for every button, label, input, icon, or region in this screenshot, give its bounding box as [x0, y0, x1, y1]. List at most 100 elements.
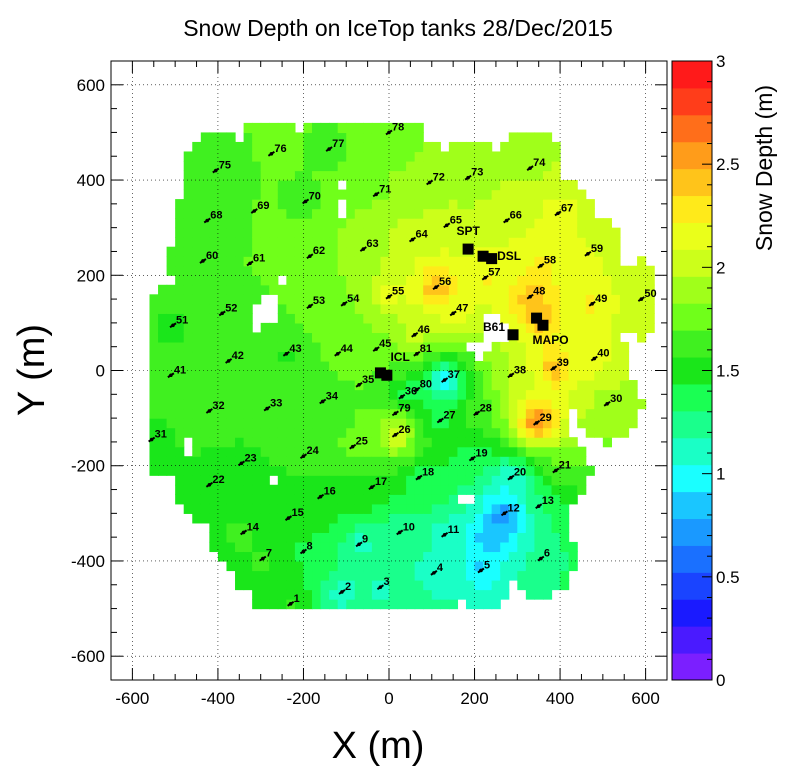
heat-cell: [243, 265, 253, 276]
heat-cell: [431, 589, 441, 600]
heat-cell: [474, 418, 484, 429]
heat-cell: [517, 418, 527, 429]
heat-cell: [414, 360, 424, 372]
heat-cell: [380, 218, 390, 229]
heat-cell: [149, 446, 159, 457]
heat-cell: [380, 322, 390, 334]
heat-cell: [260, 503, 270, 514]
station-dot: [340, 590, 344, 594]
heat-cell: [500, 265, 510, 276]
station-dot: [444, 223, 449, 228]
heat-cell: [594, 256, 604, 267]
heat-cell: [440, 303, 450, 314]
heat-cell: [183, 351, 193, 362]
heat-cell: [389, 303, 399, 314]
heat-cell: [252, 199, 262, 210]
heat-cell: [628, 389, 638, 400]
heat-cell: [158, 465, 168, 476]
heat-cell: [252, 132, 262, 143]
heat-cell: [431, 484, 441, 495]
heat-cell: [371, 408, 382, 419]
building-label: DSL: [497, 249, 521, 263]
heat-cell: [389, 560, 399, 572]
heat-cell: [243, 246, 253, 257]
heat-cell: [209, 284, 219, 295]
heat-cell: [577, 418, 587, 429]
heat-cell: [269, 494, 279, 505]
heat-cell: [363, 475, 373, 486]
station-dot: [239, 461, 244, 466]
heat-cell: [192, 494, 202, 505]
station-label: 2: [345, 581, 351, 593]
heat-cell: [534, 399, 544, 410]
heat-cell: [560, 237, 570, 248]
heat-cell: [303, 446, 313, 457]
heat-cell: [175, 475, 185, 486]
heat-cell: [260, 541, 270, 553]
heat-cell: [508, 246, 518, 257]
heat-cell: [551, 380, 561, 391]
station-label: 58: [544, 255, 556, 267]
heat-cell: [517, 370, 527, 381]
heat-cell: [474, 503, 484, 514]
heat-cell: [619, 313, 630, 324]
heat-cell: [226, 303, 236, 314]
heat-cell: [423, 418, 433, 429]
heat-cell: [517, 132, 527, 143]
heat-cell: [406, 275, 416, 286]
heat-cell: [209, 522, 219, 533]
station-dot: [269, 152, 274, 156]
station-dot: [479, 568, 483, 573]
heat-cell: [500, 360, 510, 372]
heat-cell: [457, 208, 467, 219]
building-marker: [531, 312, 543, 324]
heat-cell: [269, 399, 279, 410]
heat-cell: [431, 284, 441, 295]
heat-cell: [286, 399, 296, 410]
heat-cell: [252, 437, 262, 448]
heat-cell: [217, 313, 228, 324]
heat-cell: [406, 303, 416, 314]
heat-cell: [252, 360, 262, 372]
heat-cell: [560, 208, 570, 219]
heat-cell: [542, 170, 553, 181]
heat-cell: [329, 370, 339, 381]
heat-cell: [380, 551, 390, 562]
heat-cell: [389, 513, 399, 524]
heat-cell: [560, 303, 570, 314]
heat-cell: [346, 580, 356, 591]
heat-cell: [568, 246, 578, 257]
heat-cell: [371, 294, 382, 305]
heat-cell: [371, 494, 382, 505]
heat-cell: [389, 532, 399, 543]
heat-cell: [577, 360, 587, 372]
heat-cell: [406, 151, 416, 162]
station-dot: [536, 504, 541, 509]
heat-cell: [320, 370, 330, 381]
heat-cell: [551, 160, 561, 172]
heat-cell: [406, 294, 416, 305]
station-dot: [213, 168, 218, 173]
heat-cell: [568, 437, 578, 448]
heat-cell: [500, 494, 510, 505]
heat-cell: [508, 141, 518, 153]
heat-cell: [312, 456, 322, 467]
heat-cell: [235, 560, 245, 572]
heat-cell: [500, 237, 510, 248]
heat-cell: [303, 408, 313, 419]
heat-cell: [534, 265, 544, 276]
heat-cell: [483, 551, 493, 562]
heat-cell: [525, 160, 536, 172]
heat-cell: [534, 132, 544, 143]
heat-cell: [303, 284, 313, 295]
heat-cell: [542, 256, 553, 267]
heat-cell: [431, 446, 441, 457]
heat-cell: [217, 360, 228, 372]
heat-cell: [243, 227, 253, 238]
heat-cell: [192, 484, 202, 495]
heat-cell: [294, 570, 305, 581]
heat-cell: [560, 380, 570, 391]
heat-cell: [431, 437, 441, 448]
heat-cell: [363, 465, 373, 476]
station-dot: [397, 530, 402, 535]
